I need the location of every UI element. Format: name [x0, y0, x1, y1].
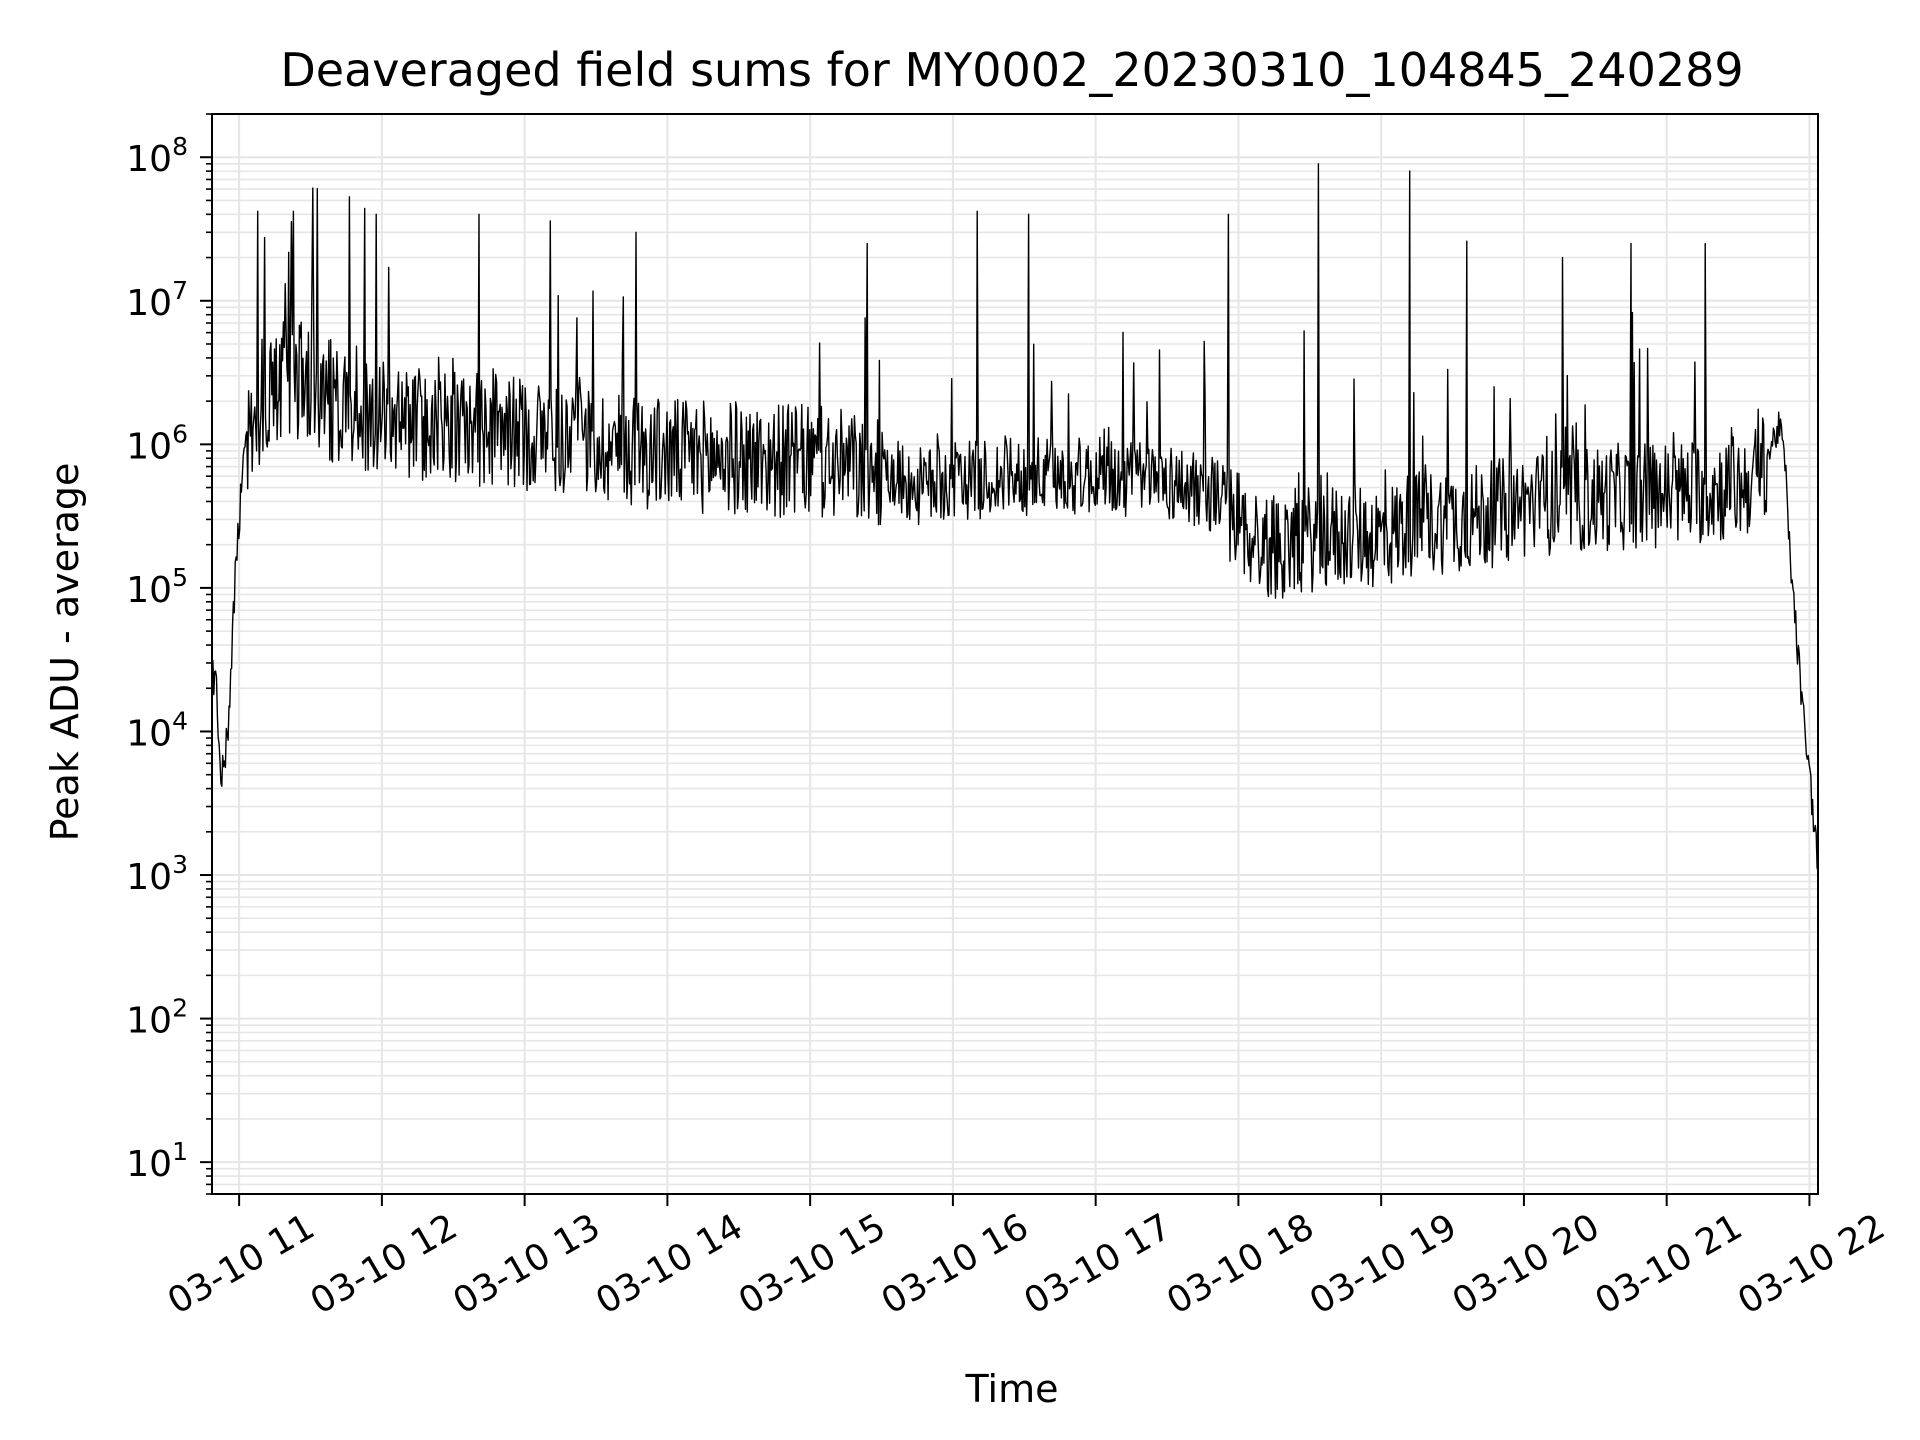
chart-title: Deaveraged field sums for MY0002_2023031…: [280, 43, 1743, 97]
y-tick-label: 108: [126, 132, 188, 180]
y-tick-label: 107: [126, 276, 188, 324]
y-axis: 101 102 103 104 105 106 107 108: [126, 113, 212, 1195]
y-tick-label: 105: [126, 563, 188, 611]
y-tick-label: 102: [126, 994, 188, 1042]
y-tick-label: 106: [126, 419, 188, 467]
series-layer: [211, 163, 1819, 872]
y-tick-label: 104: [126, 706, 188, 754]
plot-frame: [211, 113, 1819, 1195]
series-line: [211, 163, 1819, 872]
y-tick-label: 101: [126, 1137, 188, 1185]
y-tick-label: 103: [126, 850, 188, 898]
x-axis-label: Time: [965, 1367, 1059, 1411]
y-axis-label: Peak ADU - average: [43, 463, 87, 842]
